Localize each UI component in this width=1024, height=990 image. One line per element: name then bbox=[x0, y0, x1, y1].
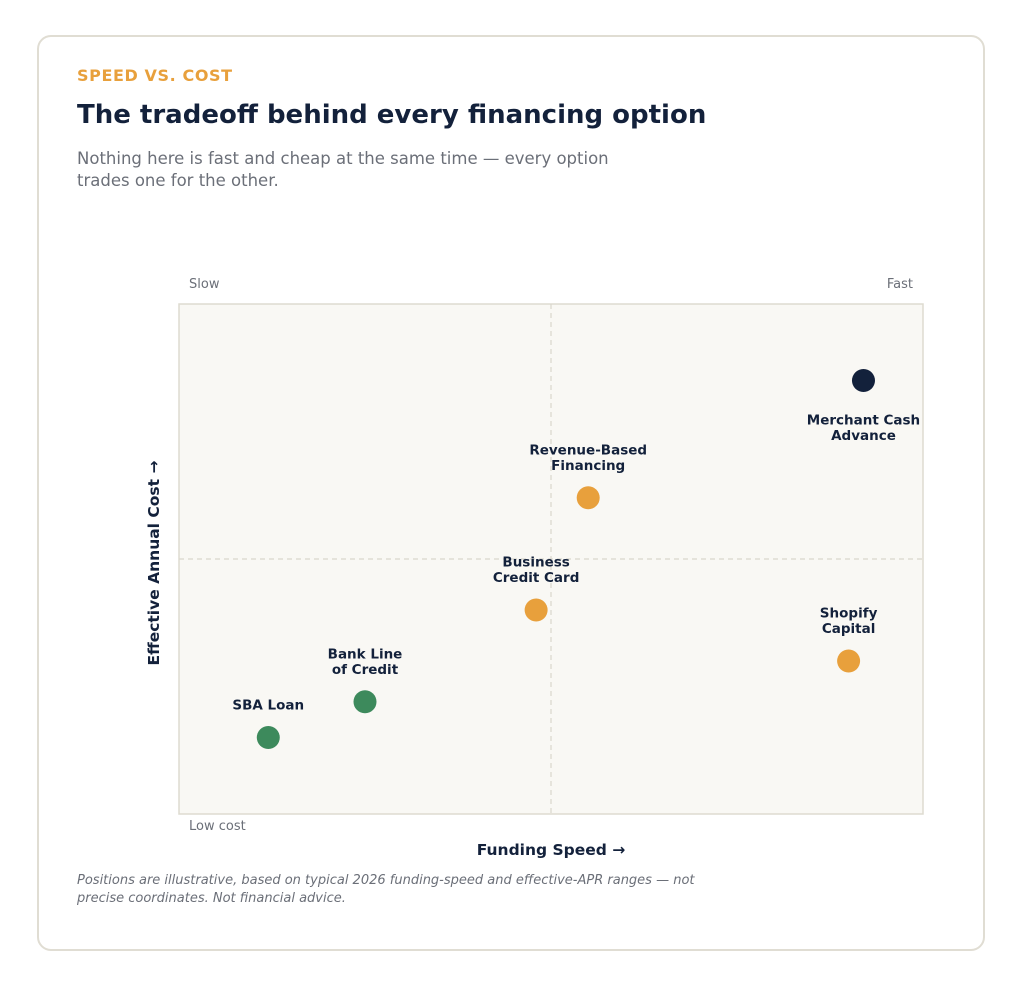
x-axis-high-label: Fast bbox=[887, 277, 913, 292]
data-label-business-credit-card: Business Credit Card bbox=[493, 555, 580, 587]
chart-subtitle: Nothing here is fast and cheap at the sa… bbox=[77, 149, 609, 190]
y-axis-title: Effective Annual Cost → bbox=[145, 461, 163, 666]
data-label-bank-line-of-credit: Bank Line of Credit bbox=[328, 646, 403, 678]
data-label-merchant-cash-advance: Merchant Cash Advance bbox=[807, 413, 920, 445]
data-label-shopify-capital: Shopify Capital bbox=[820, 606, 878, 638]
chart-title: The tradeoff behind every financing opti… bbox=[77, 100, 707, 130]
data-point-sba-loan bbox=[256, 726, 280, 749]
points-layer: SBA Loan Bank Line of Credit Business Credit… bbox=[232, 369, 920, 749]
footnote: Positions are illustrative, based on typ… bbox=[77, 873, 695, 906]
y-axis-low-label: Low cost bbox=[189, 819, 246, 834]
eyebrow-label: SPEED VS. COST bbox=[77, 66, 233, 85]
data-point-business-credit-card bbox=[524, 598, 548, 622]
x-axis-title: Funding Speed → bbox=[477, 841, 626, 859]
data-label-revenue-based-financing: Revenue-Based Financing bbox=[529, 442, 647, 474]
data-label-sba-loan: SBA Loan bbox=[232, 698, 304, 714]
data-point-merchant-cash-advance bbox=[851, 369, 875, 392]
x-axis-low-label: Slow bbox=[189, 277, 220, 292]
data-point-bank-line-of-credit bbox=[353, 690, 377, 714]
data-point-revenue-based-financing bbox=[576, 486, 600, 510]
data-point-shopify-capital bbox=[837, 649, 861, 673]
